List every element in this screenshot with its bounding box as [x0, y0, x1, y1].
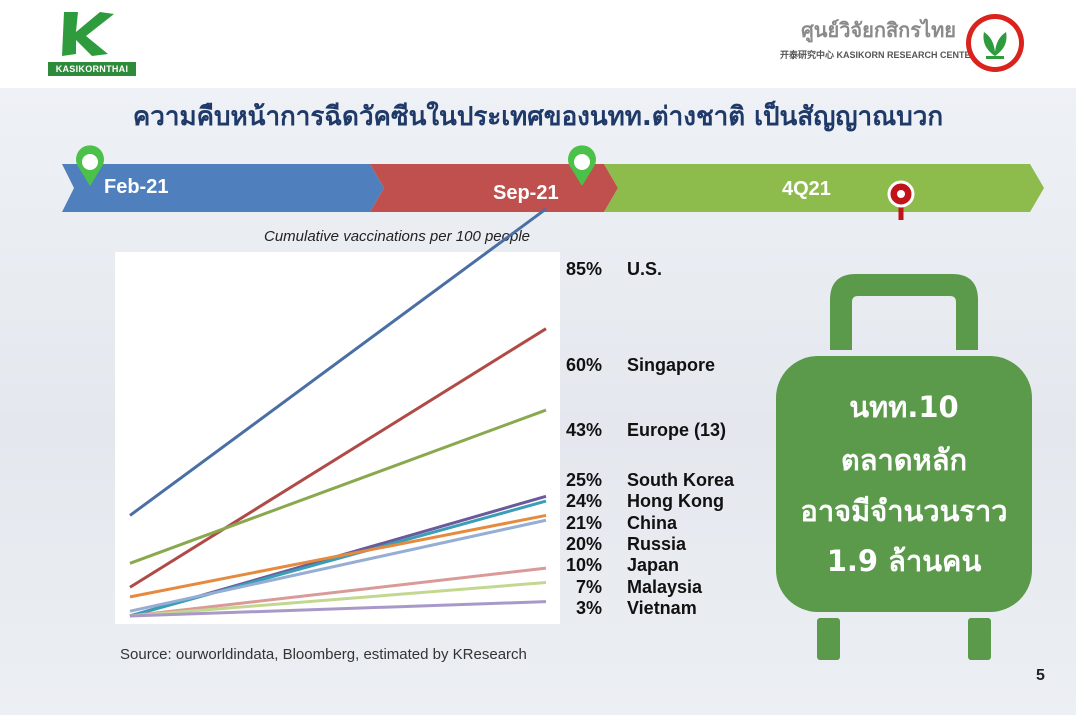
- series-line-vietnam: [129, 600, 547, 618]
- callout-line-3: อาจมีจำนวนราว: [800, 494, 1008, 528]
- series-name-label: Europe (13): [627, 420, 726, 440]
- data-label-value: 60%: [566, 355, 602, 375]
- kasikornthai-logo: KASIKORNTHAI: [44, 10, 136, 76]
- series-line-japan: [129, 566, 547, 618]
- kresearch-logo: ศูนย์วิจัยกสิกรไทย 开泰研究中心 KASIKORN RESEA…: [780, 12, 1030, 76]
- timeline-segment-4q21: [604, 164, 1044, 212]
- series-line-malaysia: [129, 580, 547, 618]
- series-line-china: [129, 513, 547, 599]
- series-name-label: Russia: [627, 534, 687, 554]
- timeline-label-feb: Feb-21: [104, 176, 169, 198]
- timeline-segment-sep: [370, 164, 618, 212]
- kbank-seal-icon: [966, 14, 1024, 72]
- target-marker-icon: [887, 180, 915, 220]
- data-label-value: 85%: [566, 259, 602, 279]
- timeline-label-sep: Sep-21: [493, 182, 559, 204]
- logo-wordmark: KASIKORNTHAI: [48, 62, 136, 76]
- data-label-value: 43%: [566, 420, 602, 440]
- chart-plot-area: [115, 252, 560, 624]
- data-label-value: 21%: [566, 513, 602, 533]
- timeline-segment-feb: [62, 164, 384, 212]
- k-logo-icon: [62, 12, 114, 56]
- series-line-singapore: [129, 327, 547, 589]
- timeline-arrow: Feb-21 Sep-21 4Q21: [0, 140, 1076, 220]
- series-name-label: Malaysia: [627, 577, 703, 597]
- data-label-value: 24%: [566, 491, 602, 511]
- callout-line-2: ตลาดหลัก: [840, 443, 968, 477]
- data-label-value: 25%: [566, 470, 602, 490]
- series-line-u-s-: [129, 207, 547, 517]
- callout-line-1: นทท.10: [849, 390, 959, 424]
- series-name-label: Singapore: [627, 355, 715, 375]
- data-label-value: 10%: [566, 555, 602, 575]
- callout-line-4: 1.9 ล้านคน: [826, 544, 982, 578]
- source-note: Source: ourworldindata, Bloomberg, estim…: [120, 646, 527, 663]
- series-name-label: South Korea: [627, 470, 735, 490]
- data-label-value: 3%: [576, 598, 602, 618]
- series-line-russia: [129, 518, 547, 613]
- page-title: ความคืบหน้าการฉีดวัคซีนในประเทศของนทท.ต่…: [132, 102, 944, 132]
- series-name-label: U.S.: [627, 259, 662, 279]
- series-line-europe-13-: [129, 408, 547, 565]
- series-name-label: Hong Kong: [627, 491, 724, 511]
- kresearch-eng-name: 开泰研究中心 KASIKORN RESEARCH CENTER: [780, 50, 978, 60]
- data-label-value: 20%: [566, 534, 602, 554]
- series-name-label: Vietnam: [627, 598, 697, 618]
- data-label-value: 7%: [576, 577, 602, 597]
- kresearch-thai-name: ศูนย์วิจัยกสิกรไทย: [801, 18, 956, 42]
- location-pin-icon: [76, 145, 104, 186]
- page-number: 5: [1036, 667, 1045, 684]
- timeline-label-4q21: 4Q21: [782, 178, 831, 200]
- timeline-shapes: [62, 145, 1044, 220]
- location-pin-icon: [568, 145, 596, 186]
- series-name-label: Japan: [627, 555, 679, 575]
- chart-subtitle: Cumulative vaccinations per 100 people: [264, 228, 530, 245]
- series-name-label: China: [627, 513, 678, 533]
